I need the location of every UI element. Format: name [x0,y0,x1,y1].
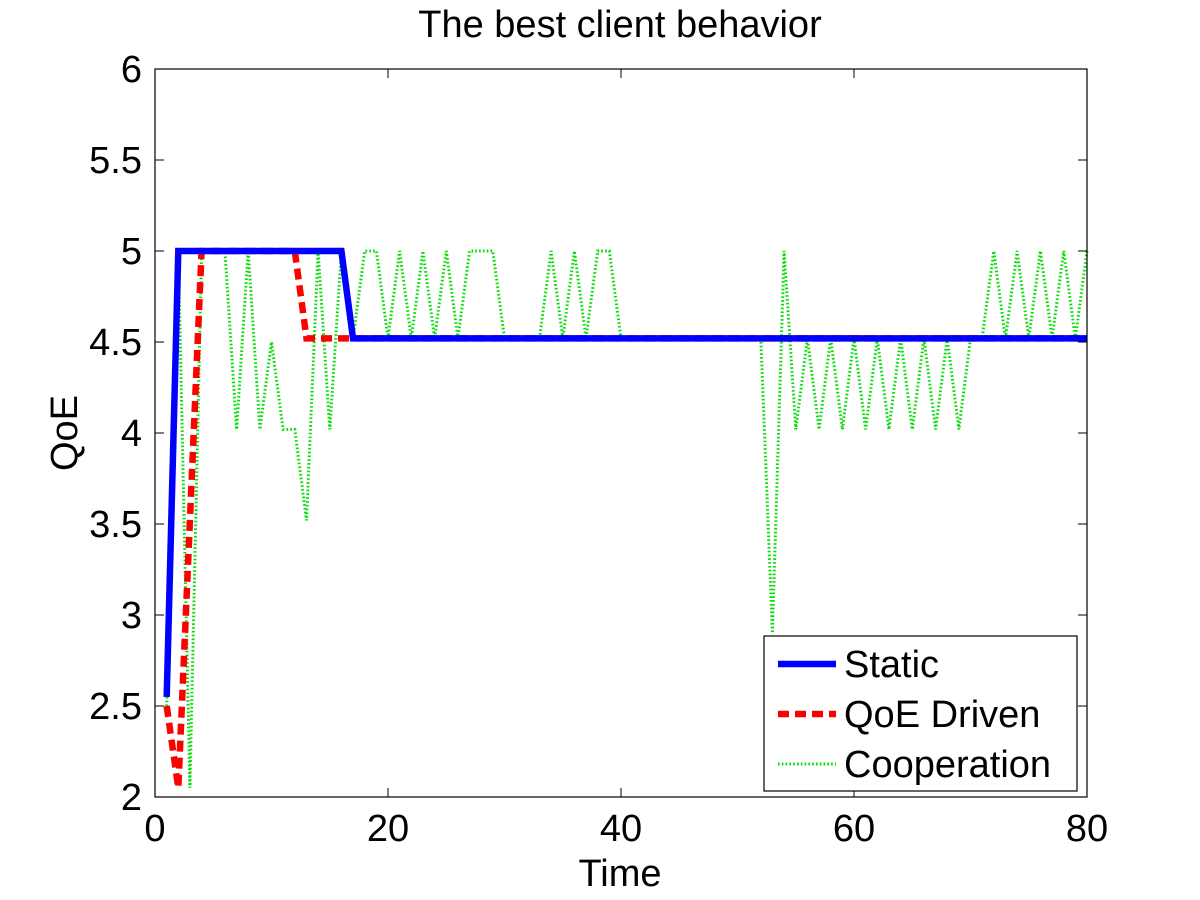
y-tick-label: 4 [121,413,142,455]
x-tick-label: 40 [600,808,642,850]
x-tick-label: 80 [1066,808,1108,850]
x-tick-label: 20 [367,808,409,850]
y-tick-label: 5 [121,231,142,273]
legend-label-qoe-driven: QoE Driven [844,694,1040,736]
legend-label-cooperation: Cooperation [844,744,1051,786]
y-tick-label: 4.5 [89,322,142,364]
legend-label-static: Static [844,644,939,686]
legend: Static QoE Driven Cooperation [764,636,1077,791]
x-tick-label: 0 [144,808,165,850]
x-tick-label: 60 [833,808,875,850]
y-tick-label: 5.5 [89,140,142,182]
y-tick-label: 6 [121,49,142,91]
y-tick-label: 2.5 [89,686,142,728]
y-tick-label: 3.5 [89,504,142,546]
y-axis-label: QoE [44,395,86,471]
x-axis-label: Time [578,853,661,895]
chart-title: The best client behavior [418,4,822,46]
y-tick-label: 3 [121,595,142,637]
y-tick-label: 2 [121,777,142,819]
